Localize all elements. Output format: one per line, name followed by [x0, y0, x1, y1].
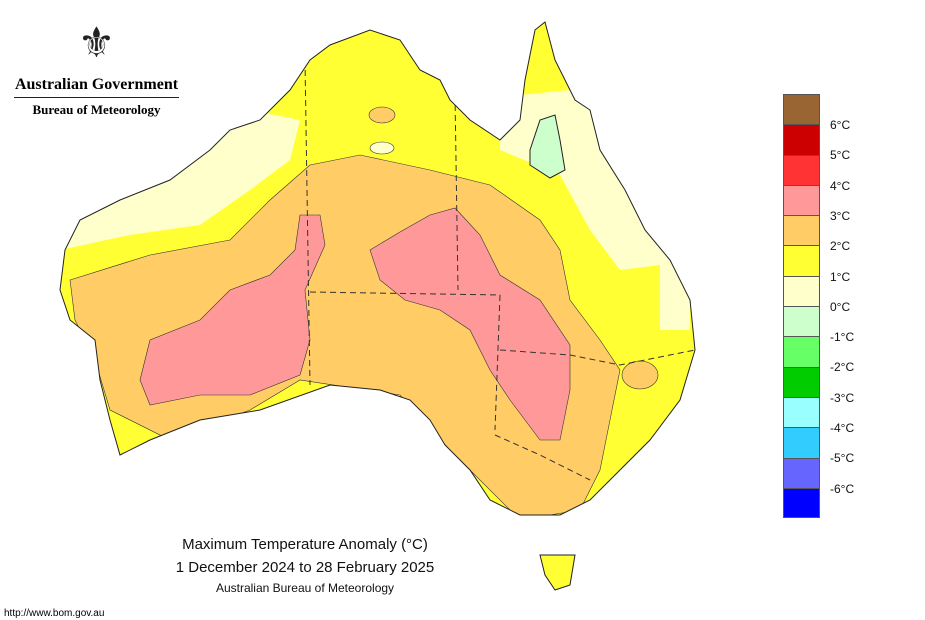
legend-label: 5°C [830, 148, 851, 163]
legend-swatch [783, 124, 820, 155]
coat-of-arms-icon: ⚜ [77, 18, 116, 67]
legend-swatch [783, 245, 820, 276]
legend-label: 4°C [830, 178, 851, 193]
legend-label: -6°C [830, 481, 855, 496]
region-2-3c-north [368, 106, 396, 124]
legend-swatch [783, 457, 820, 488]
legend-label: -5°C [830, 451, 855, 466]
legend-label: -1°C [830, 330, 855, 345]
color-legend [783, 94, 820, 519]
legend-label: -2°C [830, 360, 855, 375]
map-source: Australian Bureau of Meteorology [215, 581, 395, 595]
legend-label: 0°C [830, 299, 851, 314]
bureau-label: Bureau of Meteorology [32, 102, 161, 117]
tasmania [539, 554, 576, 591]
legend-swatch [783, 366, 820, 397]
region-3-4c-west [139, 214, 326, 406]
gov-label: Australian Government [14, 76, 179, 98]
region-3-4c-central [369, 207, 571, 441]
legend-label: 2°C [830, 239, 851, 254]
legend-swatch [783, 94, 820, 125]
map-date-range: 1 December 2024 to 28 February 2025 [175, 559, 435, 576]
region-neg1-0c [529, 114, 566, 179]
legend-label: 3°C [830, 208, 851, 223]
legend-label: 1°C [830, 269, 851, 284]
legend-swatch [783, 154, 820, 185]
legend-swatch [783, 275, 820, 307]
region-2-3c-east [621, 360, 659, 390]
legend-swatch [783, 396, 820, 428]
legend-swatch [783, 184, 820, 216]
region-0-1c-small [369, 141, 395, 155]
legend-swatch [783, 427, 820, 458]
legend-label: -3°C [830, 390, 855, 405]
legend-swatch [783, 487, 820, 519]
legend-swatch [783, 336, 820, 367]
region-0-1c-northwest [60, 110, 300, 250]
map-title: Maximum Temperature Anomaly (°C) [182, 536, 428, 553]
legend-swatch [783, 215, 820, 246]
state-borders [304, 59, 695, 481]
government-logo: ⚜ Australian Government Bureau of Meteor… [14, 14, 179, 118]
legend-swatch [783, 306, 820, 337]
legend-label: 6°C [830, 118, 851, 132]
legend-label: -4°C [830, 421, 855, 435]
url-text: http://www.bom.gov.au [4, 608, 105, 619]
